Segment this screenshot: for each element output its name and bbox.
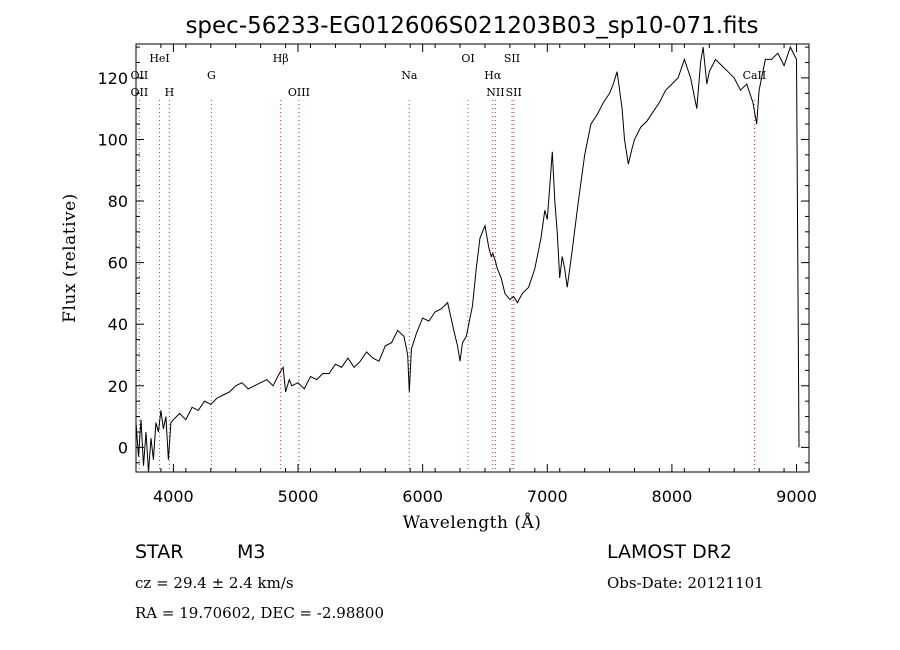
x-axis: 4000 5000 6000 7000 8000 9000: [135, 44, 817, 506]
y-tick-label: 120: [97, 69, 128, 88]
spectral-line-label: HeI: [149, 52, 169, 65]
object-subclass: M3: [237, 541, 266, 563]
redshift-cz: cz = 29.4 ± 2.4 km/s: [135, 574, 294, 592]
x-tick-label: 4000: [153, 487, 194, 506]
survey-name: LAMOST DR2: [607, 541, 732, 563]
spectral-line-label: OIII: [288, 86, 310, 99]
y-axis-label: Flux (relative): [60, 193, 80, 323]
spectral-line-label: Hα: [484, 69, 502, 82]
spectrum-line: [135, 45, 800, 473]
spectral-line-label: Hβ: [273, 52, 289, 65]
x-tick-label: 9000: [776, 487, 817, 506]
spectral-line-label: SII: [504, 52, 520, 65]
spectral-line-label: H: [165, 86, 175, 99]
spectrum-series: [135, 45, 800, 473]
y-tick-label: 20: [108, 377, 128, 396]
spectral-line-label: CaII: [743, 69, 767, 82]
y-tick-label: 60: [108, 254, 128, 273]
object-type: STAR: [135, 541, 184, 563]
chart-title: spec-56233-EG012606S021203B03_sp10-071.f…: [185, 13, 758, 39]
y-tick-label: 80: [108, 192, 128, 211]
spectral-line-label: OII: [131, 69, 149, 82]
x-tick-label: 6000: [402, 487, 443, 506]
y-axis: 0 20 40 60 80 100 120: [97, 46, 809, 464]
x-axis-label: Wavelength (Å): [403, 512, 542, 533]
spectral-line-label: OI: [461, 52, 474, 65]
y-tick-label: 40: [108, 315, 128, 334]
spectral-line-label: SII: [506, 86, 522, 99]
spectral-line-label: Na: [401, 69, 418, 82]
plot-frame: [135, 43, 810, 473]
x-tick-label: 8000: [652, 487, 693, 506]
x-tick-label: 7000: [527, 487, 568, 506]
coordinates: RA = 19.70602, DEC = -2.98800: [135, 604, 384, 622]
spectral-line-label: G: [207, 69, 216, 82]
spectral-line-label: NII: [486, 86, 504, 99]
x-tick-label: 5000: [278, 487, 319, 506]
y-tick-label: 0: [118, 438, 128, 457]
observation-date: Obs-Date: 20121101: [607, 574, 764, 592]
spectral-line-label: OII: [131, 86, 149, 99]
y-tick-label: 100: [97, 130, 128, 149]
